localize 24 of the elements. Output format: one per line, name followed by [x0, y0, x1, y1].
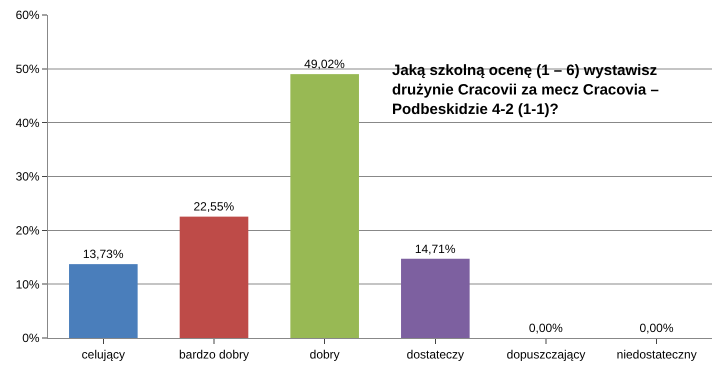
bar	[180, 216, 248, 338]
x-tick-label: niedostateczny	[616, 347, 697, 362]
y-tick-label: 60%	[16, 8, 40, 22]
data-label: 49,02%	[304, 57, 346, 72]
y-tick-label: 0%	[22, 331, 40, 346]
y-tick-label: 40%	[16, 116, 40, 130]
x-tick-label: celujący	[82, 347, 126, 362]
y-tick-label: 50%	[16, 62, 40, 76]
x-tick-label: dostateczy	[406, 347, 464, 362]
x-tick-label: dopuszczający	[506, 347, 586, 362]
y-tick-label: 30%	[16, 170, 40, 184]
y-tick-label: 10%	[16, 277, 40, 292]
data-label: 0,00%	[528, 321, 564, 335]
x-tick-label: bardzo dobry	[178, 347, 250, 362]
data-label: 0,00%	[639, 321, 674, 335]
bar	[69, 264, 138, 338]
text: Jaką szkolną ocenę (1 – 6) wystawisz drużynie Cracovii za mecz Cracovia – Podbeskidzie 4-2 (1-1)?	[392, 62, 659, 118]
x-tick-label: dobry	[310, 347, 340, 362]
data-label: 14,71%	[414, 242, 456, 256]
bar	[401, 258, 470, 338]
data-label: 13,73%	[82, 247, 124, 262]
y-tick-label: 20%	[16, 224, 40, 238]
data-label: 22,55%	[193, 200, 235, 214]
bar	[290, 74, 359, 338]
